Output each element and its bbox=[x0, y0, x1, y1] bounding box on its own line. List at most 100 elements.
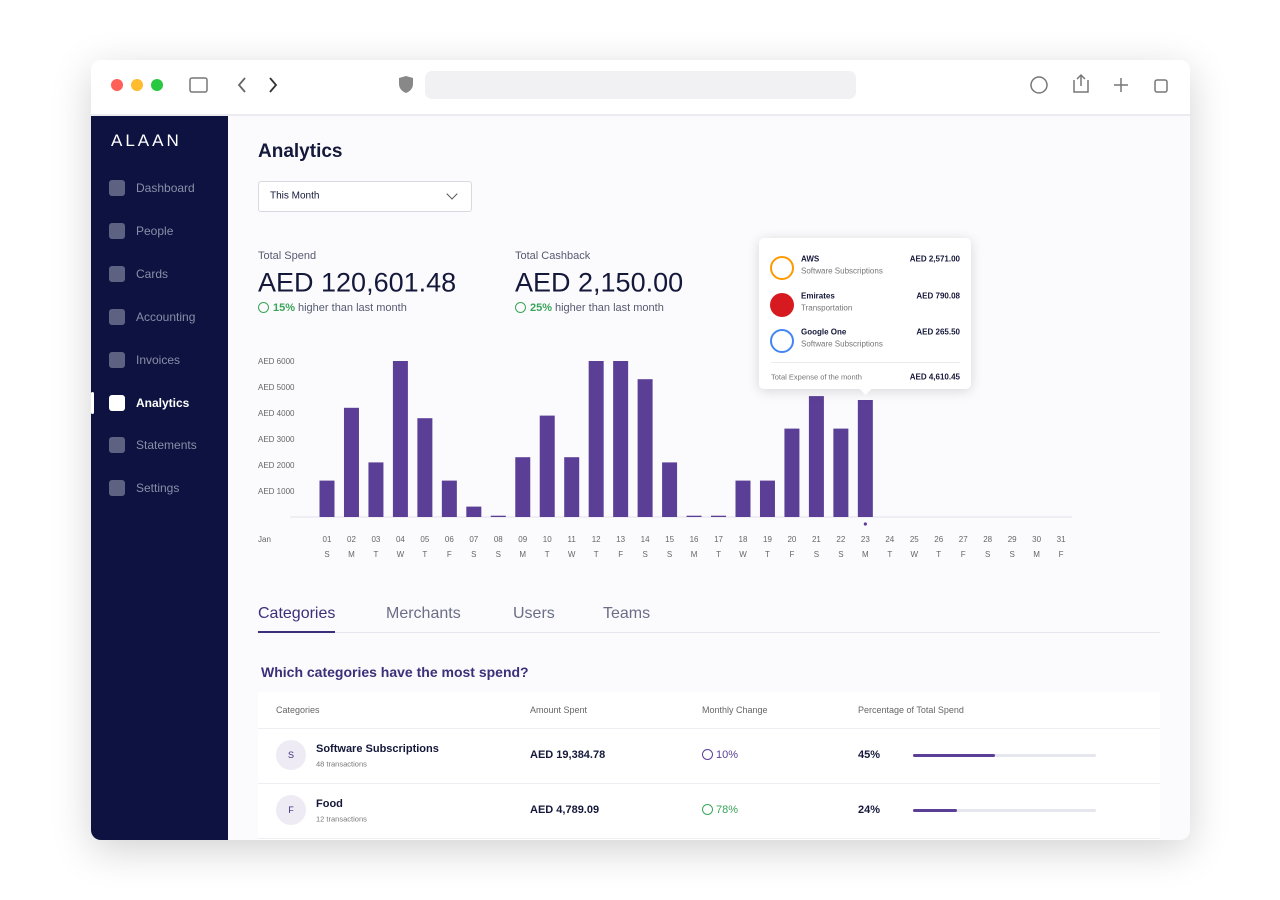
nav-item[interactable]: Dashboard bbox=[136, 181, 195, 195]
bar-chart: AED 1000 AED 2000 AED 3000 AED 4000 AED 5000… bbox=[258, 357, 1072, 559]
table bbox=[258, 692, 1160, 840]
nav-item[interactable]: Invoices bbox=[136, 352, 181, 367]
tooltip-total: AED 4,610.45 bbox=[909, 372, 960, 382]
nav-icon bbox=[109, 265, 125, 282]
y-tick-label: AED 2000 bbox=[258, 461, 295, 470]
avatar-initial: S bbox=[287, 750, 295, 760]
bar bbox=[539, 415, 555, 517]
weekday-label: M bbox=[691, 550, 698, 559]
stat-change: 15% bbox=[273, 302, 296, 314]
x-tick-label: 20 bbox=[787, 535, 796, 544]
x-tick-label: 26 bbox=[934, 535, 943, 544]
bar bbox=[392, 361, 408, 517]
period-dropdown[interactable] bbox=[258, 181, 472, 212]
bar bbox=[613, 361, 629, 517]
nav-item[interactable]: Settings bbox=[136, 481, 180, 496]
tab[interactable]: Merchants bbox=[386, 605, 461, 622]
bar bbox=[662, 462, 678, 517]
nav-item[interactable]: Analytics bbox=[136, 395, 190, 410]
privacy-icon bbox=[399, 76, 413, 93]
category-name: Food bbox=[316, 798, 343, 810]
transaction-count: 12 transactions bbox=[316, 814, 367, 824]
x-tick-label: 12 bbox=[592, 535, 601, 544]
download-button[interactable] bbox=[1030, 76, 1048, 94]
zoom-button[interactable] bbox=[151, 79, 163, 91]
weekday-label: F bbox=[961, 550, 966, 559]
weekday-label: T bbox=[936, 550, 941, 559]
share-label: 45% bbox=[858, 749, 881, 761]
change-icon bbox=[515, 302, 526, 313]
close-button[interactable] bbox=[111, 79, 123, 91]
tooltip bbox=[759, 238, 971, 389]
x-tick-label: 27 bbox=[959, 535, 968, 544]
change-icon bbox=[258, 302, 269, 313]
tab-underline bbox=[258, 631, 335, 633]
stat-label: Total Cashback bbox=[515, 250, 591, 262]
nav-item[interactable]: Statements bbox=[136, 438, 197, 453]
share-button[interactable] bbox=[1073, 73, 1089, 93]
x-tick-label: 17 bbox=[714, 535, 723, 544]
monthly-change: 78% bbox=[716, 804, 739, 816]
forward-button[interactable] bbox=[269, 77, 278, 93]
x-tick-label: 11 bbox=[568, 535, 577, 544]
merchant-logo bbox=[770, 256, 794, 280]
x-tick-label: 18 bbox=[739, 535, 748, 544]
bar bbox=[711, 515, 727, 517]
column-header: Monthly Change bbox=[702, 705, 768, 715]
nav-item[interactable]: People bbox=[136, 223, 174, 238]
selected-dot bbox=[863, 522, 867, 526]
weekday-label: F bbox=[1059, 550, 1064, 559]
x-tick-label: 08 bbox=[494, 535, 503, 544]
x-tick-label: 02 bbox=[347, 535, 356, 544]
active-indicator bbox=[91, 391, 94, 414]
weekday-label: M bbox=[519, 550, 526, 559]
y-tick-label: AED 6000 bbox=[258, 357, 295, 366]
minimize-button[interactable] bbox=[131, 79, 143, 91]
nav-icon bbox=[109, 351, 125, 368]
x-tick-label: 24 bbox=[885, 535, 894, 544]
x-tick-label: 16 bbox=[690, 535, 699, 544]
weekday-label: S bbox=[1009, 550, 1014, 559]
tab[interactable]: Teams bbox=[603, 605, 651, 622]
weekday-label: F bbox=[618, 550, 623, 559]
weekday-label: S bbox=[471, 550, 476, 559]
column-header: Percentage of Total Spend bbox=[858, 705, 964, 715]
row-divider bbox=[258, 838, 1160, 839]
nav-item[interactable]: Cards bbox=[136, 266, 169, 281]
weekday-label: T bbox=[716, 550, 721, 559]
merchant-category: Software Subscriptions bbox=[801, 339, 883, 349]
weekday-label: W bbox=[739, 550, 747, 559]
month-label: Jan bbox=[258, 535, 271, 544]
bar bbox=[564, 457, 580, 517]
weekday-label: S bbox=[324, 550, 329, 559]
share-track bbox=[913, 753, 1096, 757]
column-header: Categories bbox=[276, 705, 320, 715]
stat-value: AED 2,150.00 bbox=[515, 267, 684, 298]
merchant-logo bbox=[770, 329, 794, 354]
sidebar-toggle[interactable] bbox=[189, 77, 208, 93]
stat-label: Total Spend bbox=[258, 250, 317, 262]
weekday-label: S bbox=[838, 550, 843, 559]
nav-icon bbox=[109, 394, 125, 411]
bar bbox=[466, 506, 482, 517]
merchant-category: Transportation bbox=[801, 303, 853, 313]
tab[interactable]: Categories bbox=[258, 605, 336, 622]
bar bbox=[588, 361, 604, 517]
new-tab-button[interactable] bbox=[1114, 78, 1128, 92]
tab[interactable]: Users bbox=[513, 605, 555, 622]
avatar bbox=[276, 740, 306, 770]
x-tick-label: 15 bbox=[665, 535, 674, 544]
x-tick-label: 01 bbox=[323, 535, 332, 544]
x-tick-label: 23 bbox=[861, 535, 870, 544]
tabs-button[interactable] bbox=[1154, 79, 1168, 93]
weekday-label: S bbox=[642, 550, 647, 559]
bar bbox=[686, 515, 702, 517]
x-tick-label: 30 bbox=[1032, 535, 1041, 544]
x-tick-label: 13 bbox=[616, 535, 625, 544]
address-bar[interactable] bbox=[425, 71, 856, 99]
transaction-count: 48 transactions bbox=[316, 759, 367, 769]
nav-item[interactable]: Accounting bbox=[136, 309, 196, 324]
back-button[interactable] bbox=[237, 77, 246, 93]
weekday-label: W bbox=[397, 550, 405, 559]
x-tick-label: 10 bbox=[543, 535, 552, 544]
